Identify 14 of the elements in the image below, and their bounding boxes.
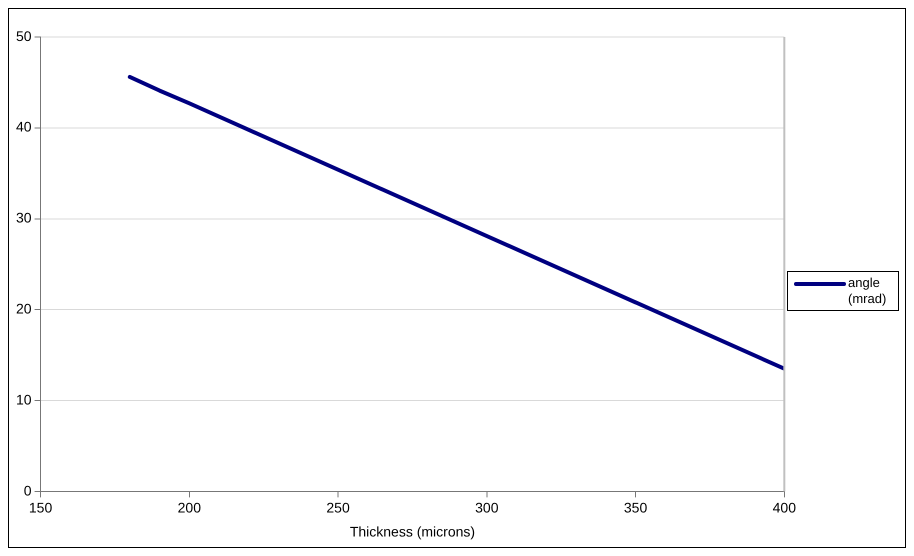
x-axis-title: Thickness (microns) [350, 523, 476, 540]
legend-label: angle (mrad) [848, 275, 888, 307]
x-tick-label: 150 [28, 500, 52, 516]
y-tick-label: 0 [24, 482, 32, 498]
x-tick-label: 200 [178, 500, 202, 516]
x-tick-label: 300 [475, 500, 499, 516]
y-tick-label: 50 [16, 28, 32, 44]
y-tick-label: 10 [16, 391, 32, 408]
x-tick-label: 250 [326, 500, 350, 516]
x-tick-label: 350 [624, 500, 648, 516]
y-tick-label: 30 [16, 210, 32, 226]
y-tick-label: 20 [16, 300, 32, 316]
y-tick-label: 40 [16, 118, 32, 135]
x-tick-label: 400 [772, 500, 796, 516]
